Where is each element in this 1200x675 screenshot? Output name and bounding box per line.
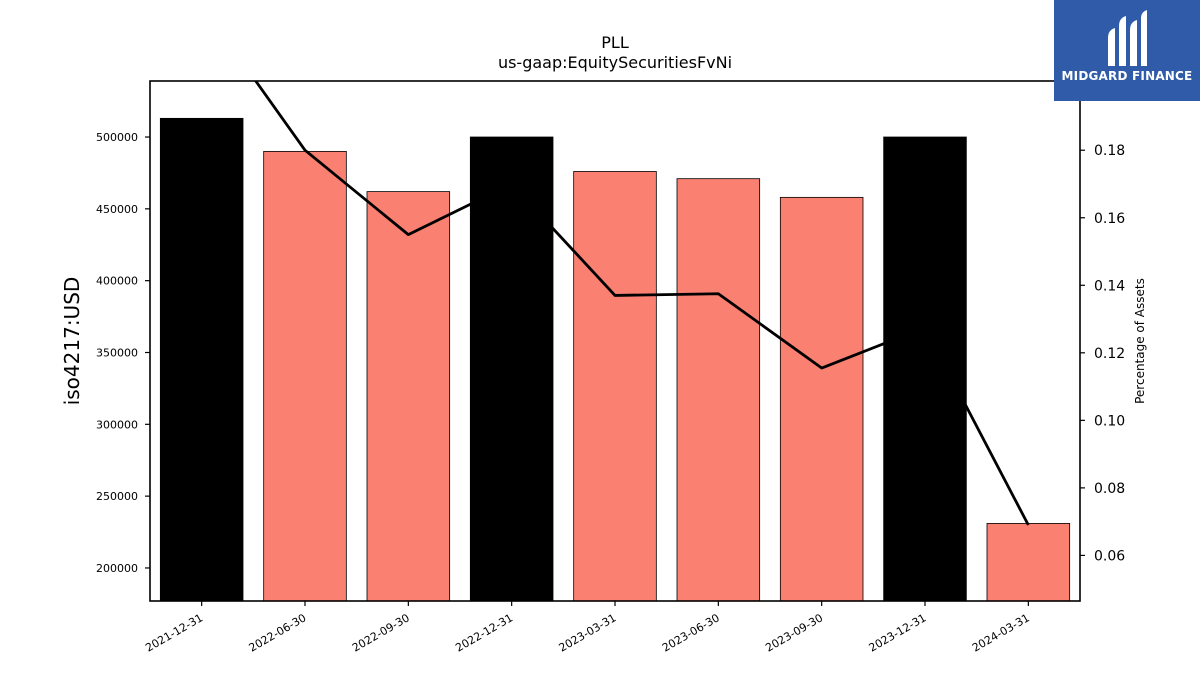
x-tick-label-2023-06-30: 2023-06-30	[660, 611, 722, 654]
y2-tick-label-0.14: 0.14	[1094, 278, 1125, 294]
bar-2023-09-30	[779, 196, 864, 602]
midgard-finance-logo: MIDGARD FINANCE	[1054, 0, 1200, 101]
y2-tick-label-0.08: 0.08	[1094, 481, 1125, 497]
bar-2022-12-31	[469, 136, 554, 602]
x-tick-label-2021-12-31: 2021-12-31	[143, 611, 205, 654]
x-tick-label-2023-09-30: 2023-09-30	[763, 611, 825, 654]
y-tick-label-400000: 400000	[96, 275, 138, 288]
logo-text: MIDGARD FINANCE	[1061, 69, 1193, 83]
y2-axis-label: Percentage of Assets	[1133, 278, 1147, 404]
y-tick-label-300000: 300000	[96, 418, 138, 431]
y-tick-label-200000: 200000	[96, 562, 138, 575]
bar-2022-06-30	[263, 150, 347, 602]
y-tick-label-350000: 350000	[96, 346, 138, 359]
bar-2022-09-30	[366, 191, 451, 602]
y-tick-label-500000: 500000	[96, 131, 138, 144]
y2-tick-label-0.18: 0.18	[1094, 143, 1125, 159]
x-tick-label-2022-06-30: 2022-06-30	[247, 611, 309, 654]
y2-tick-label-0.12: 0.12	[1094, 346, 1125, 362]
x-tick-label-2024-03-31: 2024-03-31	[970, 611, 1032, 654]
y-tick-label-450000: 450000	[96, 203, 138, 216]
chart-title: PLL	[601, 33, 629, 52]
x-tick-label-2023-12-31: 2023-12-31	[867, 611, 929, 654]
chart-subtitle: us-gaap:EquitySecuritiesFvNi	[498, 53, 732, 72]
y2-tick-label-0.16: 0.16	[1094, 211, 1125, 227]
x-tick-label-2023-03-31: 2023-03-31	[557, 611, 619, 654]
logo-mark-icon	[1108, 10, 1147, 66]
bar-2023-12-31	[883, 136, 967, 602]
bar-2021-12-31	[159, 117, 244, 602]
bar-2023-03-31	[573, 171, 657, 602]
percentage-of-assets-line	[254, 81, 1030, 526]
x-tick-label-2022-12-31: 2022-12-31	[453, 611, 515, 654]
bar-2023-06-30	[676, 178, 761, 602]
y2-tick-label-0.06: 0.06	[1094, 548, 1125, 564]
y2-tick-label-0.10: 0.10	[1094, 413, 1125, 429]
x-tick-label-2022-09-30: 2022-09-30	[350, 611, 412, 654]
y-axis-label: iso4217:USD	[60, 277, 84, 406]
bar-2024-03-31	[986, 523, 1071, 602]
y-tick-label-250000: 250000	[96, 490, 138, 503]
